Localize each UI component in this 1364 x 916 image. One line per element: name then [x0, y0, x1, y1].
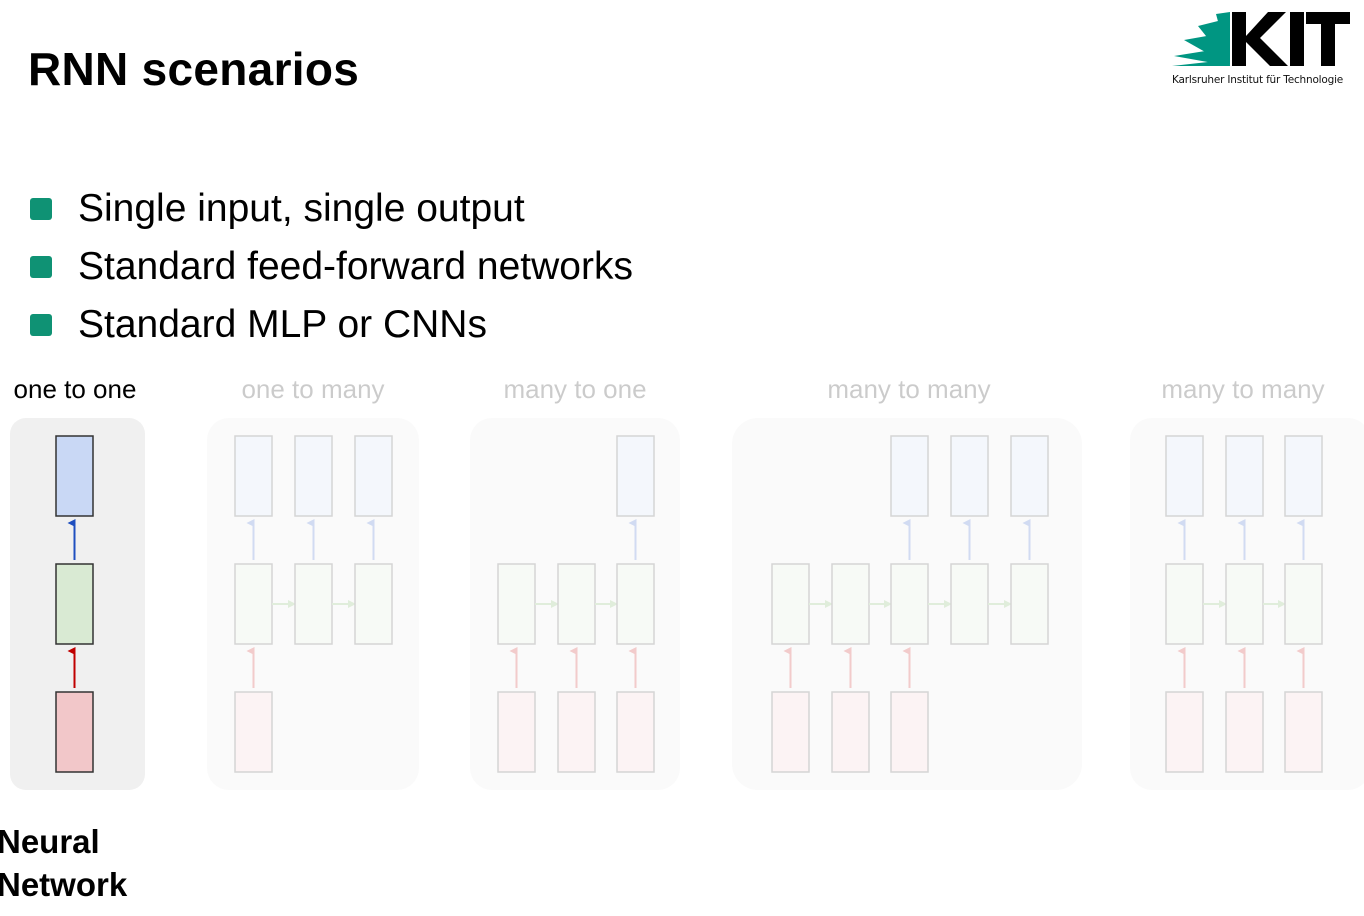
caption-line: Neural	[0, 823, 100, 860]
input-node	[55, 691, 94, 773]
hidden-node	[1010, 563, 1049, 645]
input-node	[1284, 691, 1323, 773]
hidden-node	[234, 563, 273, 645]
kit-logo	[1172, 12, 1350, 66]
input-node	[234, 691, 273, 773]
output-node	[55, 435, 94, 517]
hidden-node	[616, 563, 655, 645]
scenario-one-to-one: one to one	[10, 374, 145, 790]
panel-background	[207, 418, 419, 790]
caption-line: Network	[0, 866, 128, 903]
panel-background	[732, 418, 1082, 790]
output-node	[1284, 435, 1323, 517]
input-node	[497, 691, 536, 773]
hidden-node	[950, 563, 989, 645]
rnn-cells	[497, 435, 655, 773]
scenario-label: many to many	[1161, 374, 1324, 404]
hidden-node	[55, 563, 94, 645]
rnn-cells	[771, 435, 1049, 773]
input-node	[890, 691, 929, 773]
output-node	[1225, 435, 1264, 517]
input-node	[557, 691, 596, 773]
input-node	[1225, 691, 1264, 773]
rnn-cells	[1165, 435, 1323, 773]
input-node	[831, 691, 870, 773]
hidden-node	[1225, 563, 1264, 645]
input-node	[616, 691, 655, 773]
hidden-node	[354, 563, 393, 645]
scenario-label: one to one	[14, 374, 137, 404]
output-node	[1165, 435, 1204, 517]
scenario-label: many to one	[503, 374, 646, 404]
hidden-node	[294, 563, 333, 645]
hidden-node	[831, 563, 870, 645]
hidden-node	[497, 563, 536, 645]
kit-logo-letters	[1232, 12, 1350, 66]
rnn-cells	[234, 435, 393, 773]
output-node	[950, 435, 989, 517]
bullet-item: Standard MLP or CNNs	[30, 296, 633, 354]
bullet-square-icon	[30, 198, 52, 220]
bullet-text: Standard feed-forward networks	[78, 245, 633, 288]
scenario-one-to-many: one to many	[207, 374, 419, 790]
rnn-scenarios-diagram: one to one one to many many to one many …	[10, 374, 1364, 790]
hidden-node	[1284, 563, 1323, 645]
kit-logo-fan	[1172, 12, 1230, 66]
scenario-label: many to many	[827, 374, 990, 404]
output-node	[294, 435, 333, 517]
output-node	[354, 435, 393, 517]
kit-logo-caption: Karlsruher Institut für Technologie	[1172, 74, 1344, 86]
scenario-label: one to many	[241, 374, 384, 404]
network-caption: Neural Network	[0, 820, 127, 906]
hidden-node	[771, 563, 810, 645]
output-node	[234, 435, 273, 517]
input-node	[771, 691, 810, 773]
bullet-text: Single input, single output	[78, 187, 525, 230]
scenario-many-to-one: many to one	[470, 374, 680, 790]
bullet-square-icon	[30, 314, 52, 336]
output-node	[890, 435, 929, 517]
scenario-many-to-many-delayed: many to many	[732, 374, 1082, 790]
bullet-list: Single input, single output Standard fee…	[30, 180, 633, 354]
output-node	[1010, 435, 1049, 517]
scenario-many-to-many-synced: many to many	[1130, 374, 1364, 790]
output-node	[616, 435, 655, 517]
input-node	[1165, 691, 1204, 773]
bullet-square-icon	[30, 256, 52, 278]
panel-background	[1130, 418, 1364, 790]
hidden-node	[890, 563, 929, 645]
slide-title: RNN scenarios	[28, 43, 360, 95]
panel-background	[470, 418, 680, 790]
hidden-node	[1165, 563, 1204, 645]
bullet-item: Single input, single output	[30, 180, 633, 238]
bullet-text: Standard MLP or CNNs	[78, 303, 487, 346]
bullet-item: Standard feed-forward networks	[30, 238, 633, 296]
hidden-node	[557, 563, 596, 645]
